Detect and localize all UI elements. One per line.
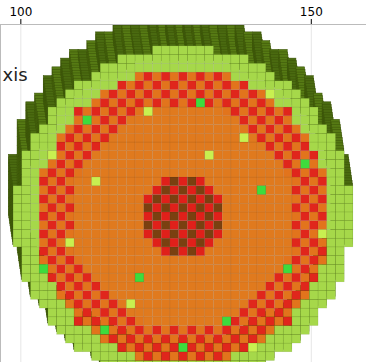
svg-text:xis: xis bbox=[3, 64, 28, 85]
svg-text:150: 150 bbox=[300, 5, 323, 19]
svg-text:100: 100 bbox=[9, 5, 32, 19]
